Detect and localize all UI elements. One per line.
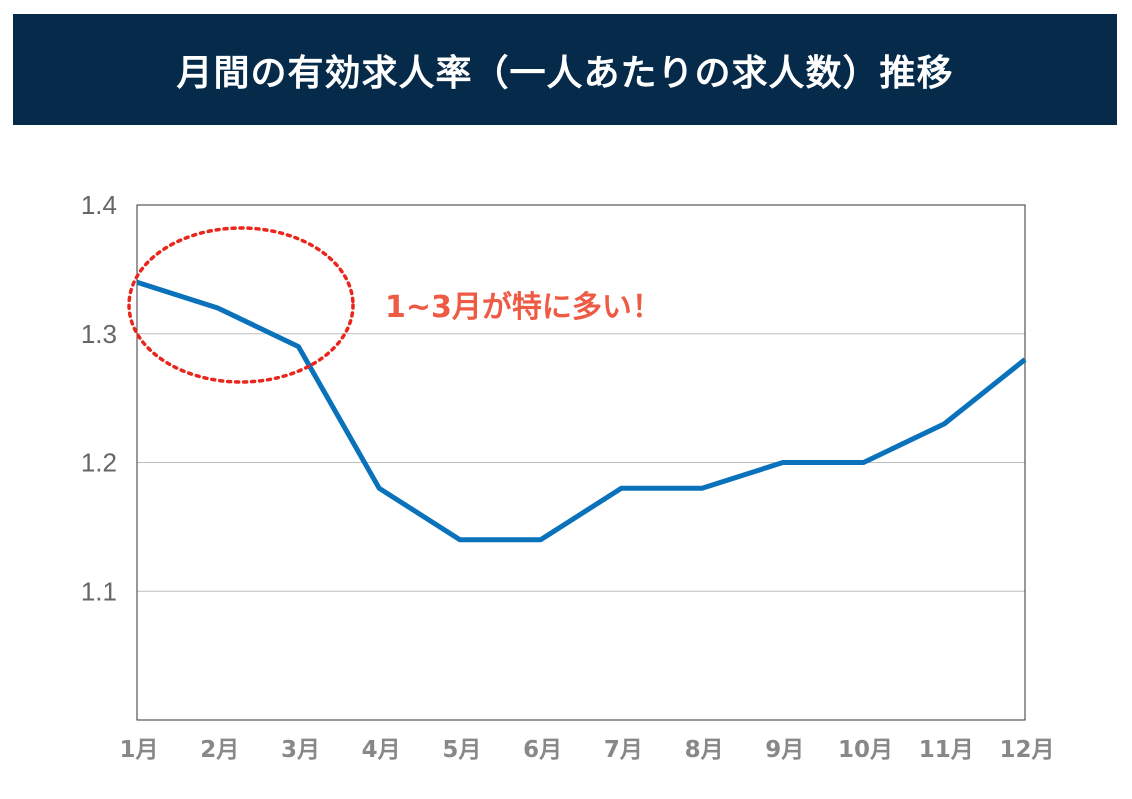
annotation-text: 1~3月が特に多い！ <box>385 290 662 325</box>
x-tick-label: 4月 <box>362 737 401 763</box>
y-tick-label: 1.2 <box>81 448 117 478</box>
x-tick-label: 10月 <box>838 737 893 763</box>
x-tick-label: 8月 <box>685 737 724 763</box>
x-tick-label: 3月 <box>281 737 320 763</box>
x-tick-label: 6月 <box>523 737 562 763</box>
x-tick-label: 7月 <box>604 737 643 763</box>
series-line <box>136 279 1027 543</box>
x-tick-label: 5月 <box>442 737 481 763</box>
highlight-ellipse <box>127 226 355 384</box>
x-tick-label: 9月 <box>765 737 804 763</box>
chart-title: 月間の有効求人率（一人あたりの求人数）推移 <box>13 14 1117 125</box>
y-tick-label: 1.4 <box>81 190 117 220</box>
y-tick-label: 1.3 <box>81 319 117 349</box>
x-tick-label: 12月 <box>999 737 1054 763</box>
y-tick-label: 1.1 <box>81 576 117 606</box>
plot-area-border <box>136 204 1026 721</box>
x-tick-label: 11月 <box>919 737 974 763</box>
x-tick-label: 2月 <box>200 737 239 763</box>
x-tick-label: 1月 <box>119 737 158 763</box>
